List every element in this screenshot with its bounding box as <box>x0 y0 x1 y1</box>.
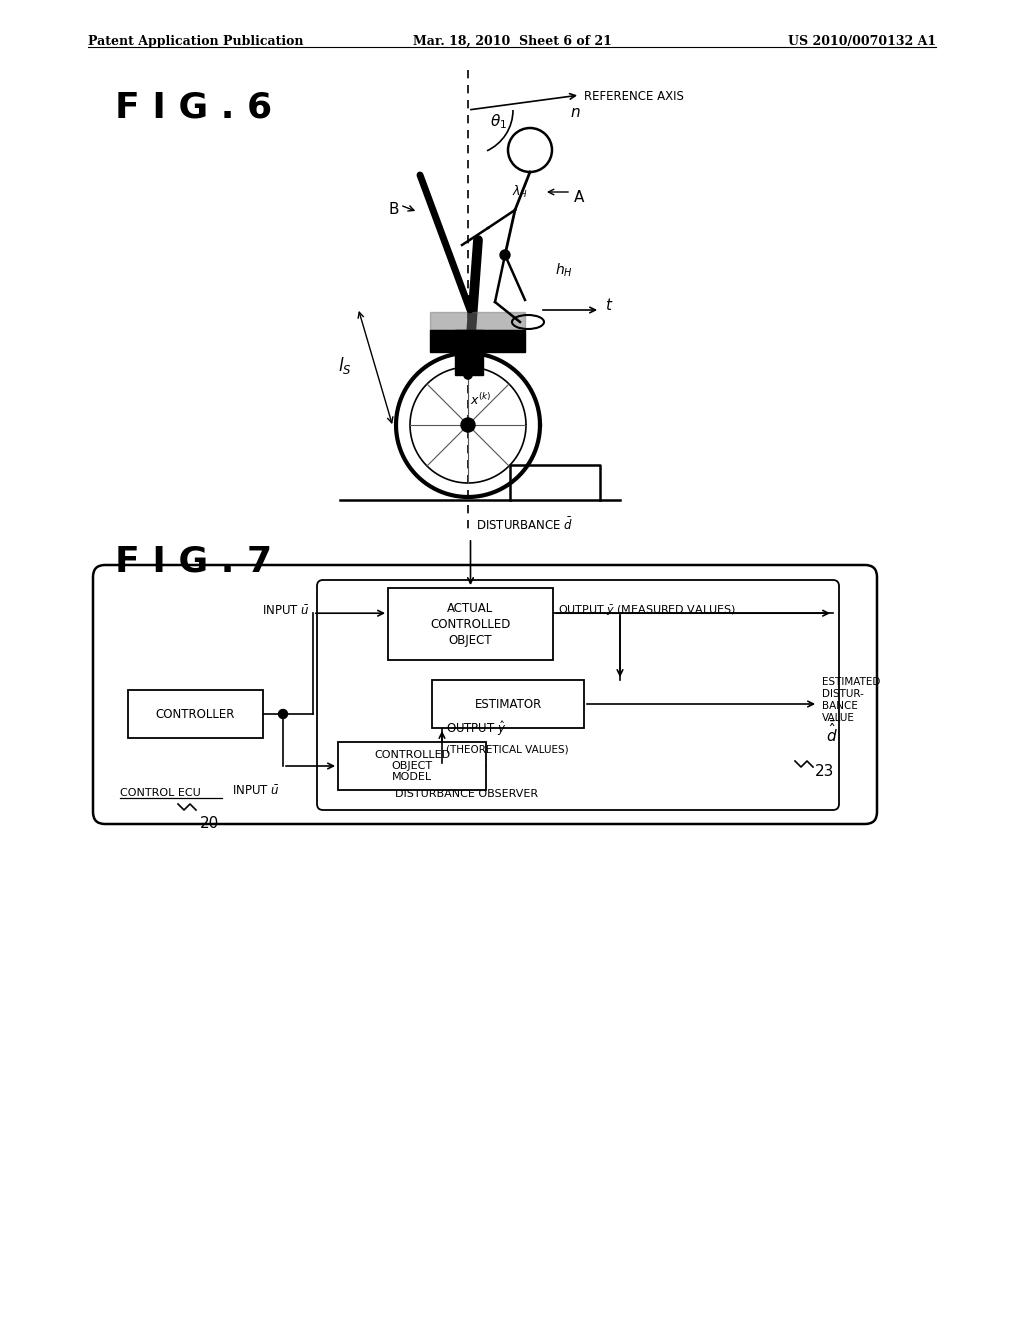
Circle shape <box>279 710 288 718</box>
Text: VALUE: VALUE <box>822 713 855 723</box>
Text: CONTROLLED: CONTROLLED <box>374 751 451 760</box>
Text: n: n <box>570 106 580 120</box>
Text: Patent Application Publication: Patent Application Publication <box>88 36 303 48</box>
Text: $l_S$: $l_S$ <box>338 355 351 375</box>
Text: DISTUR-: DISTUR- <box>822 689 864 700</box>
Circle shape <box>500 249 510 260</box>
Text: 23: 23 <box>815 764 835 780</box>
Bar <box>128 690 263 738</box>
Bar <box>432 680 584 729</box>
Text: $\bar{\hat{d}}$: $\bar{\hat{d}}$ <box>826 719 838 744</box>
Text: US 2010/0070132 A1: US 2010/0070132 A1 <box>787 36 936 48</box>
Circle shape <box>461 418 475 432</box>
Bar <box>430 312 525 330</box>
Text: $x^{(k)}$: $x^{(k)}$ <box>470 392 492 408</box>
Bar <box>338 742 486 789</box>
Text: t: t <box>605 298 611 314</box>
Bar <box>388 587 553 660</box>
Text: $\theta_1$: $\theta_1$ <box>490 112 507 131</box>
Bar <box>455 330 483 375</box>
FancyBboxPatch shape <box>93 565 877 824</box>
Text: CONTROL ECU: CONTROL ECU <box>120 788 201 799</box>
Text: OBJECT: OBJECT <box>449 634 493 647</box>
FancyBboxPatch shape <box>317 579 839 810</box>
Text: INPUT $\bar{u}$: INPUT $\bar{u}$ <box>232 784 280 797</box>
Text: OUTPUT $\hat{y}$: OUTPUT $\hat{y}$ <box>446 719 506 738</box>
Text: REFERENCE AXIS: REFERENCE AXIS <box>584 90 684 103</box>
Text: ESTIMATOR: ESTIMATOR <box>474 697 542 710</box>
Text: BANCE: BANCE <box>822 701 858 711</box>
Text: ACTUAL: ACTUAL <box>447 602 494 615</box>
Text: $h_H$: $h_H$ <box>555 261 572 279</box>
Text: CONTROLLED: CONTROLLED <box>430 618 511 631</box>
Text: DISTURBANCE $\bar{d}$: DISTURBANCE $\bar{d}$ <box>475 516 573 533</box>
Bar <box>430 330 525 352</box>
Text: F I G . 6: F I G . 6 <box>115 90 272 124</box>
Text: 20: 20 <box>200 816 219 832</box>
Text: $\lambda_H$: $\lambda_H$ <box>512 183 528 201</box>
Text: (THEORETICAL VALUES): (THEORETICAL VALUES) <box>446 744 568 754</box>
Text: Mar. 18, 2010  Sheet 6 of 21: Mar. 18, 2010 Sheet 6 of 21 <box>413 36 611 48</box>
Text: ESTIMATED: ESTIMATED <box>822 677 881 686</box>
Text: CONTROLLER: CONTROLLER <box>156 708 236 721</box>
Text: A: A <box>574 190 585 205</box>
Text: MODEL: MODEL <box>392 772 432 781</box>
Text: OUTPUT $\bar{y}$ (MEASURED VALUES): OUTPUT $\bar{y}$ (MEASURED VALUES) <box>558 605 736 618</box>
Text: B: B <box>388 202 398 216</box>
Text: F I G . 7: F I G . 7 <box>115 545 272 579</box>
Text: OBJECT: OBJECT <box>391 762 432 771</box>
Text: INPUT $\bar{u}$: INPUT $\bar{u}$ <box>262 605 310 618</box>
Text: DISTURBANCE OBSERVER: DISTURBANCE OBSERVER <box>395 789 539 799</box>
